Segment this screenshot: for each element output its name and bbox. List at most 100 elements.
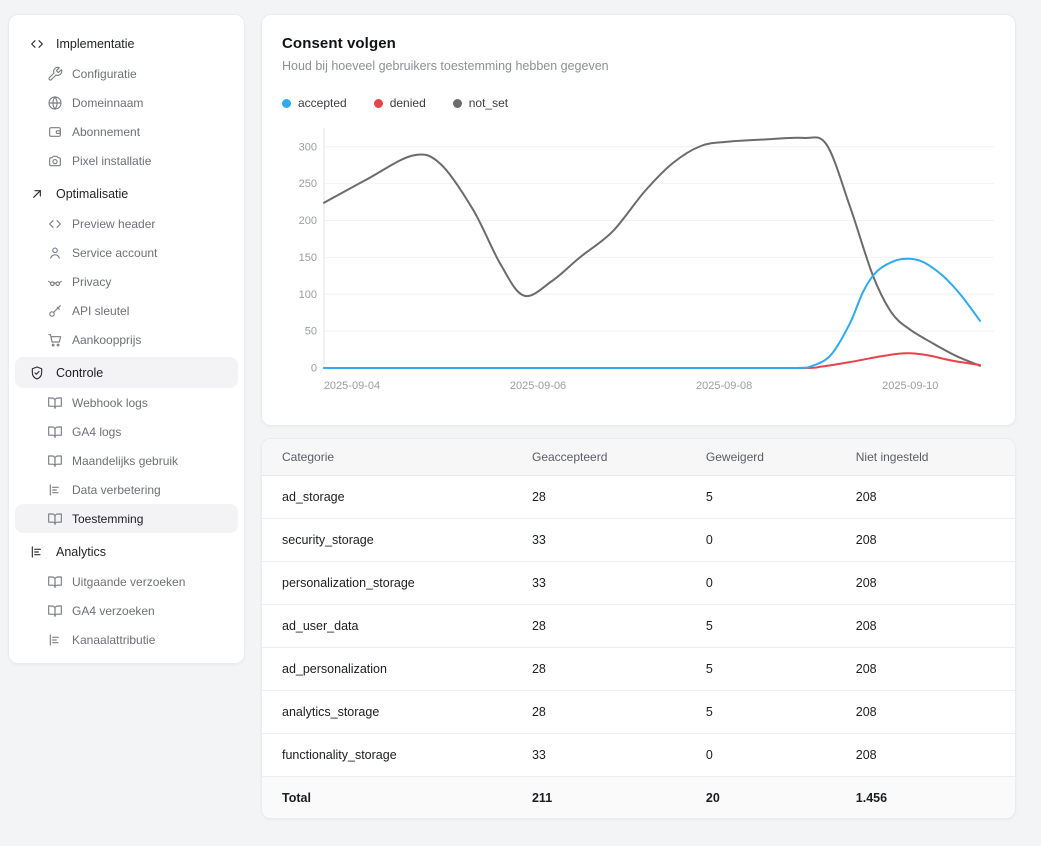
sidebar-item-abonnement[interactable]: Abonnement: [15, 117, 238, 146]
sidebar-item-label: Kanaalattributie: [72, 632, 156, 647]
sidebar-item-label: Uitgaande verzoeken: [72, 574, 186, 589]
y-tick-label: 0: [311, 363, 317, 375]
table-cell: ad_personalization: [262, 647, 512, 691]
sidebar-section-optimalisatie[interactable]: Optimalisatie: [15, 178, 238, 209]
glasses-icon: [47, 274, 63, 290]
sidebar-item-configuratie[interactable]: Configuratie: [15, 59, 238, 88]
legend-label: denied: [389, 96, 426, 110]
y-tick-label: 250: [299, 178, 317, 190]
sidebar: Implementatie Configuratie Domeinnaam Abonn…: [8, 14, 245, 664]
page-title: Consent volgen: [282, 35, 396, 52]
table-row: security_storage 33 0 208: [262, 518, 1015, 562]
legend-item-denied[interactable]: denied: [373, 96, 426, 110]
table-total-cell: 211: [511, 776, 686, 818]
table-cell: 0: [685, 518, 836, 562]
book-icon: [47, 603, 63, 619]
table-row: personalization_storage 33 0 208: [262, 561, 1015, 605]
book-icon: [47, 424, 63, 440]
sidebar-section-analytics[interactable]: Analytics: [15, 536, 238, 567]
sidebar-item-domeinnaam[interactable]: Domeinnaam: [15, 88, 238, 117]
sidebar-item-label: Pixel installatie: [72, 153, 152, 168]
table-cell: 28: [511, 690, 686, 734]
table-cell: ad_storage: [262, 475, 512, 519]
table-cell: 33: [511, 561, 686, 605]
table-cell: functionality_storage: [262, 733, 512, 777]
sidebar-item-kanaalattributie[interactable]: Kanaalattributie: [15, 625, 238, 654]
table-total-cell: Total: [262, 776, 512, 818]
sidebar-item-webhook-logs[interactable]: Webhook logs: [15, 388, 238, 417]
legend-item-accepted[interactable]: accepted: [282, 96, 347, 110]
sidebar-section: Implementatie Configuratie Domeinnaam Abonn…: [9, 28, 244, 175]
table-cell: 208: [835, 475, 1015, 519]
sidebar-item-api-sleutel[interactable]: API sleutel: [15, 296, 238, 325]
table-cell: analytics_storage: [262, 690, 512, 734]
camera-icon: [47, 153, 63, 169]
book-icon: [47, 511, 63, 527]
legend-dot-icon: [373, 98, 383, 108]
sidebar-item-aankoopprijs[interactable]: Aankoopprijs: [15, 325, 238, 354]
sidebar-item-privacy[interactable]: Privacy: [15, 267, 238, 296]
table-cell: 208: [835, 647, 1015, 691]
sidebar-item-service-account[interactable]: Service account: [15, 238, 238, 267]
table-row: analytics_storage 28 5 208: [262, 690, 1015, 734]
table-cell: 28: [511, 647, 686, 691]
table-header-cell: Categorie: [262, 439, 512, 476]
table-cell: 208: [835, 561, 1015, 605]
legend-label: not_set: [468, 96, 509, 110]
sidebar-item-label: Domeinnaam: [72, 95, 144, 110]
sidebar-item-preview-header[interactable]: Preview header: [15, 209, 238, 238]
x-tick-label: 2025-09-08: [696, 380, 752, 392]
table-cell: 5: [685, 475, 836, 519]
table-cell: 28: [511, 475, 686, 519]
sidebar-section-implementatie[interactable]: Implementatie: [15, 28, 238, 59]
table-header-cell: Niet ingesteld: [835, 439, 1015, 476]
key-icon: [47, 303, 63, 319]
consent-table: Categorie Geaccepteerd Geweigerd Niet inges…: [262, 439, 1015, 818]
legend-item-not_set[interactable]: not_set: [452, 96, 509, 110]
series-line-denied: [323, 352, 981, 370]
table-cell: 5: [685, 647, 836, 691]
table-header-row: Categorie Geaccepteerd Geweigerd Niet inges…: [262, 439, 1015, 476]
table-total-row: Total 211 20 1.456: [262, 776, 1015, 818]
x-tick-label: 2025-09-10: [882, 380, 938, 392]
wallet-icon: [47, 124, 63, 140]
x-tick-label: 2025-09-06: [510, 380, 566, 392]
sidebar-item-ga4-logs[interactable]: GA4 logs: [15, 417, 238, 446]
sidebar-item-label: Abonnement: [72, 124, 141, 139]
sidebar-section-controle[interactable]: Controle: [15, 357, 238, 388]
sidebar-section-label: Analytics: [56, 544, 107, 559]
sidebar-section-label: Implementatie: [56, 36, 135, 51]
sidebar-item-pixel-installatie[interactable]: Pixel installatie: [15, 146, 238, 175]
sidebar-item-ga4-verzoeken[interactable]: GA4 verzoeken: [15, 596, 238, 625]
table-total-cell: 1.456: [835, 776, 1015, 818]
sidebar-item-label: GA4 verzoeken: [72, 603, 155, 618]
table-cell: 208: [835, 604, 1015, 648]
sidebar-item-label: Webhook logs: [72, 395, 148, 410]
y-tick-label: 50: [305, 326, 317, 338]
legend-label: accepted: [298, 96, 347, 110]
table-row: ad_user_data 28 5 208: [262, 604, 1015, 648]
y-tick-label: 300: [299, 141, 317, 153]
y-tick-label: 150: [299, 252, 317, 264]
sidebar-section-label: Optimalisatie: [56, 186, 129, 201]
sidebar-item-maandelijks-gebruik[interactable]: Maandelijks gebruik: [15, 446, 238, 475]
sidebar-item-data-verbetering[interactable]: Data verbetering: [15, 475, 238, 504]
table-row: ad_personalization 28 5 208: [262, 647, 1015, 691]
sidebar-section: Analytics Uitgaande verzoeken GA4 verzoeke…: [9, 536, 244, 654]
sidebar-section-label: Controle: [56, 365, 104, 380]
x-tick-label: 2025-09-04: [324, 380, 380, 392]
table-total-cell: 20: [685, 776, 836, 818]
series-line-not_set: [323, 136, 981, 367]
chart-icon: [47, 482, 63, 498]
cart-icon: [47, 332, 63, 348]
book-icon: [47, 453, 63, 469]
chart-legend: accepted denied not_set: [282, 96, 995, 110]
legend-dot-icon: [282, 98, 291, 108]
sidebar-item-toestemming[interactable]: Toestemming: [15, 504, 238, 533]
consent-line-chart: 0 50 100 150 200 250 300 2025-09-04 2025-09-06 20…: [282, 118, 995, 401]
sidebar-section: Controle Webhook logs GA4 logs Maandelijks …: [9, 357, 244, 533]
chart-icon: [29, 544, 45, 560]
chart-icon: [47, 632, 63, 648]
sidebar-item-uitgaande-verzoeken[interactable]: Uitgaande verzoeken: [15, 567, 238, 596]
sidebar-item-label: Data verbetering: [72, 482, 161, 497]
